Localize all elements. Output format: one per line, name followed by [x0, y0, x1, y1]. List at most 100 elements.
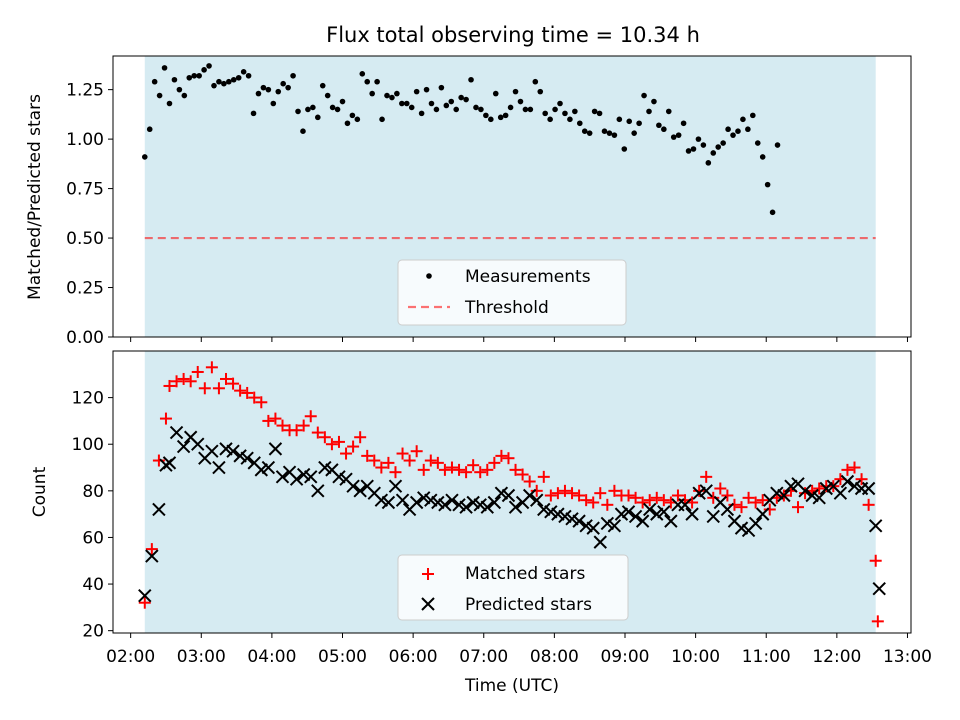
measurement-point	[413, 88, 420, 95]
predicted-star-point	[275, 470, 290, 484]
matched-star-point	[361, 449, 374, 462]
bottom-y-tick-label: 20	[82, 622, 104, 642]
legend-predicted-label: Predicted stars	[465, 595, 592, 615]
matched-star-point	[332, 435, 345, 448]
matched-star-point	[354, 431, 367, 444]
legend-matched-marker	[422, 568, 434, 580]
bottom-y-axis-label: Count	[30, 466, 50, 517]
matched-star-point	[389, 466, 402, 479]
top-panel: 0.00 0.25 0.50 0.75 1.00 1.25 Matched/Predict…	[25, 55, 912, 348]
matched-star-point	[152, 454, 165, 467]
measurement-point	[769, 209, 776, 216]
matched-star-point	[481, 463, 494, 476]
measurement-point	[260, 84, 267, 91]
bottom-y-axis: 20 40 60 80 100 120	[72, 389, 113, 642]
matched-star-point	[587, 496, 600, 509]
measurement-point	[211, 82, 217, 89]
measurement-point	[310, 104, 316, 111]
measurement-point	[646, 108, 652, 115]
measurement-point	[255, 90, 262, 97]
measurement-point	[230, 76, 237, 83]
measurement-point	[240, 69, 247, 75]
measurement-point	[596, 110, 603, 117]
top-y-tick-label: 0.25	[66, 279, 104, 299]
measurement-point	[171, 76, 178, 83]
matched-star-point	[721, 489, 734, 502]
predicted-star-point	[530, 493, 544, 507]
predicted-star-point	[152, 502, 166, 517]
predicted-star-point	[438, 498, 452, 512]
measurement-point	[750, 112, 756, 119]
matched-star-point	[219, 372, 232, 385]
predicted-star-point	[678, 498, 692, 512]
measurement-point	[433, 106, 440, 113]
measurement-point	[488, 116, 494, 123]
measurement-point	[665, 108, 672, 115]
predicted-star-point	[572, 514, 586, 528]
matched-star-point	[594, 487, 607, 500]
measurement-point	[601, 128, 608, 134]
measurement-point	[374, 78, 380, 85]
matched-star-point	[558, 484, 571, 497]
measurement-point	[408, 104, 415, 111]
matched-star-point	[460, 466, 473, 479]
measurement-point	[389, 94, 395, 101]
predicted-star-point	[205, 444, 219, 458]
measurement-point	[384, 92, 390, 99]
measurement-point	[507, 104, 514, 111]
matched-star-point	[403, 454, 416, 467]
measurement-point	[651, 98, 657, 105]
matched-star-point	[438, 463, 451, 476]
measurement-point	[196, 72, 202, 79]
matched-star-point	[700, 470, 713, 483]
matched-star-point	[318, 431, 331, 444]
matched-star-point	[241, 386, 254, 399]
predicted-star-point	[162, 456, 177, 470]
matched-star-point	[573, 489, 586, 502]
predicted-star-point	[798, 484, 812, 498]
predicted-star-point	[388, 479, 403, 493]
predicted-star-point	[240, 451, 254, 465]
matched-star-point	[714, 482, 727, 495]
matched-star-point	[347, 440, 360, 453]
measurement-point	[300, 128, 306, 134]
measurement-point	[542, 110, 548, 117]
legend-predicted-marker	[421, 597, 435, 611]
measurement-point	[364, 78, 371, 85]
top-legend-box	[397, 259, 627, 326]
matched-star-point	[290, 424, 303, 437]
measurement-point	[754, 140, 761, 146]
matched-star-point	[262, 414, 275, 427]
predicted-star-point	[212, 460, 226, 475]
matched-star-point	[474, 466, 487, 479]
predicted-star-point	[833, 486, 848, 500]
measurement-point	[280, 80, 286, 87]
measurement-point	[156, 92, 163, 99]
measurement-point	[685, 148, 692, 154]
measurement-point	[463, 96, 469, 103]
matched-star-point	[813, 482, 826, 495]
predicted-star-point	[508, 500, 523, 514]
matched-star-point	[629, 491, 642, 504]
measurement-point	[725, 126, 731, 133]
measurement-point	[764, 181, 771, 188]
x-tick-label: 12:00	[812, 647, 861, 667]
measurement-point	[552, 106, 558, 113]
chart-title: Flux total observing time = 10.34 h	[326, 23, 700, 47]
measurement-point	[265, 86, 272, 93]
measurement-point	[181, 92, 188, 99]
predicted-star-point	[445, 493, 459, 507]
matched-star-point	[862, 498, 875, 511]
bottom-legend-box	[397, 554, 629, 621]
measurement-point	[235, 74, 242, 81]
matched-star-point	[855, 473, 868, 486]
matched-star-point	[530, 484, 543, 497]
measurement-point	[641, 92, 647, 99]
measurement-point	[759, 154, 766, 160]
measurement-point	[151, 78, 158, 85]
measurement-point	[576, 120, 583, 127]
measurement-point	[720, 140, 726, 146]
matched-star-point	[671, 489, 684, 502]
predicted-star-point	[607, 519, 622, 533]
x-tick-label: 07:00	[459, 647, 508, 667]
